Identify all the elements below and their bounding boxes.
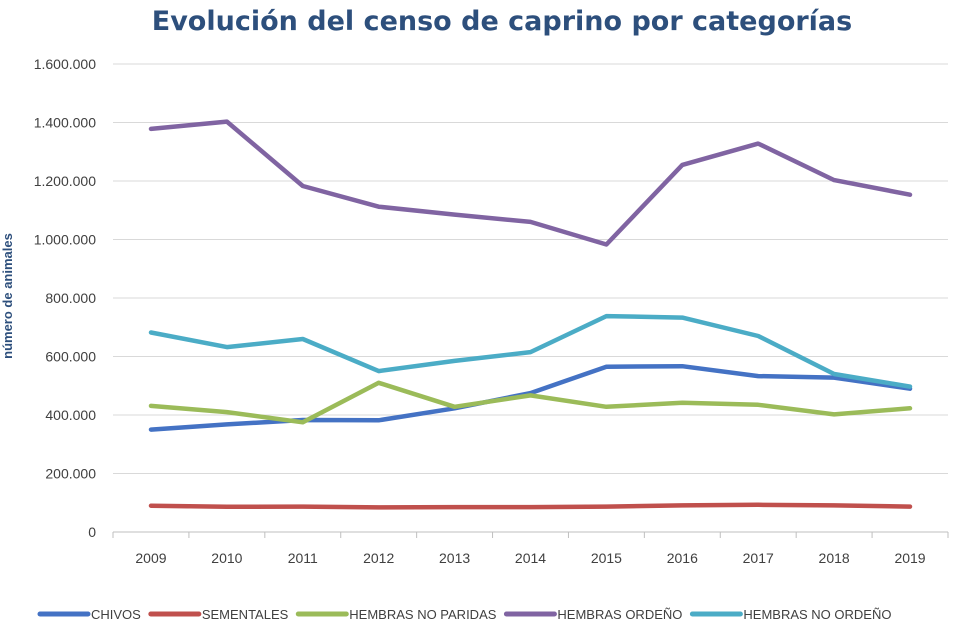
y-tick-label: 1.000.000 [34,232,96,248]
y-tick-label: 800.000 [45,290,96,306]
x-tick-label: 2015 [591,550,622,566]
y-axis-label: número de animales [0,233,15,359]
y-tick-label: 1.600.000 [34,56,96,72]
legend-label: HEMBRAS ORDEÑO [557,607,682,622]
x-tick-label: 2011 [288,550,318,566]
legend-label: CHIVOS [91,607,141,622]
y-tick-label: 1.200.000 [34,173,96,189]
legend-label: SEMENTALES [202,607,289,622]
legend-label: HEMBRAS NO PARIDAS [349,607,496,622]
x-tick-label: 2018 [819,550,850,566]
legend: CHIVOS SEMENTALES HEMBRAS NO PARIDAS HEMBRA… [37,607,891,622]
y-tick-label: 1.400.000 [34,115,96,131]
series-line-sementales [148,502,913,510]
y-tick-label: 200.000 [45,466,96,482]
y-tick-label: 0 [88,524,96,540]
x-tick-label: 2009 [135,550,166,566]
x-tick-label: 2013 [439,550,470,566]
x-tick-label: 2010 [211,550,242,566]
legend-label: HEMBRAS NO ORDEÑO [743,607,891,622]
x-tick-labels: 2009 2010 2011 2012 2013 2014 2015 2016 2017 2018… [135,550,925,566]
series-line-hembras-ordeño [148,119,913,247]
y-tick-label: 600.000 [45,349,96,365]
x-tick-label: 2016 [667,550,698,566]
axes [112,531,949,538]
series-lines [148,119,913,510]
y-tick-label: 400.000 [45,407,96,423]
x-tick-label: 2017 [743,550,774,566]
x-tick-label: 2014 [515,550,546,566]
series-line-hembras-no-paridas [148,380,913,425]
series-line-chivos [148,363,913,432]
series-line-hembras-no-ordeño [148,313,913,389]
chart-title: Evolución del censo de caprino por categ… [152,6,852,37]
y-tick-labels: 0 200.000 400.000 600.000 800.000 1.000.000 1.… [34,56,97,540]
x-tick-label: 2019 [894,550,925,566]
x-tick-label: 2012 [363,550,394,566]
